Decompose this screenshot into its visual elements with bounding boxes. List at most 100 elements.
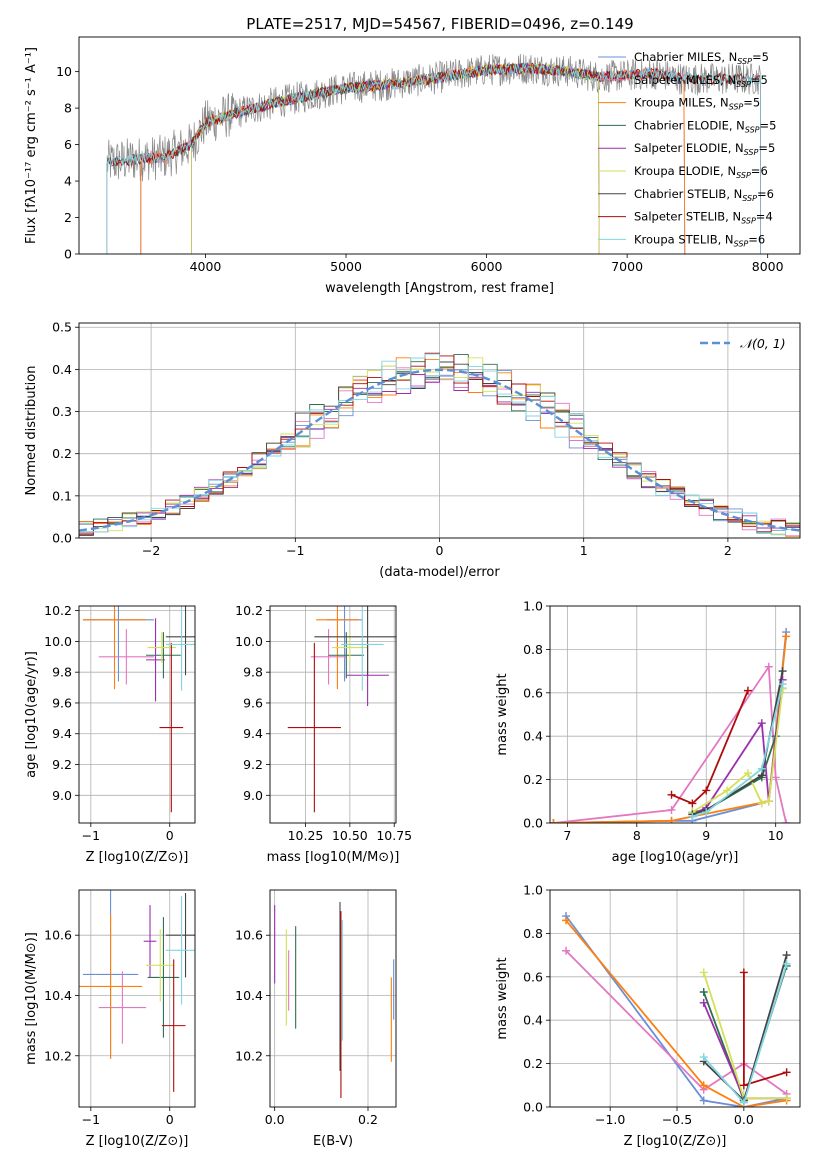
x-tick-label: 9 <box>702 828 710 843</box>
y-tick-label: 0.2 <box>52 446 72 461</box>
spectrum-legend: Chabrier MILES, NSSP=5 Salpeter MILES, NS… <box>598 50 776 248</box>
y-tick-label: 10.0 <box>235 634 263 649</box>
y-tick-label: 9.0 <box>52 788 72 803</box>
x-axis-label: E(B-V) <box>313 1134 353 1149</box>
x-axis-label: Z [log10(Z/Z⊙)] <box>86 850 189 865</box>
weight-marker <box>688 799 697 808</box>
errorbar-point-salpeter-stelib <box>161 959 186 1092</box>
weight-marker <box>782 819 791 823</box>
errorbar-point-kroupa-stelib <box>340 606 384 691</box>
weight-marker <box>743 686 752 695</box>
y-tick-label: 0.6 <box>523 969 543 984</box>
y-tick-label: 10.6 <box>235 928 263 943</box>
y-tick-label: 10.0 <box>44 634 72 649</box>
y-tick-label: 9.2 <box>52 757 72 772</box>
y-tick-label: 9.6 <box>243 695 263 710</box>
y-tick-label: 10.4 <box>44 988 72 1003</box>
weight-marker <box>688 812 697 821</box>
y-tick-label: 1.0 <box>523 883 543 898</box>
weight-marker <box>743 769 752 778</box>
weight-vs-age-marks <box>550 606 800 823</box>
y-tick-label: 9.6 <box>52 695 72 710</box>
weight-line-kroupa-miles <box>565 919 787 1107</box>
errorbar-point-salpeter-stelib <box>159 642 184 813</box>
x-tick-label: 6000 <box>471 259 503 274</box>
weight-marker <box>739 1098 748 1107</box>
x-axis-label: mass [log10(M/M⊙)] <box>267 850 400 865</box>
y-axis-label: Flux [fλ10⁻¹⁷ erg cm⁻² s⁻¹ A⁻¹] <box>24 47 39 244</box>
errorbar-point-kroupa-elodie <box>146 929 175 1002</box>
x-tick-label: 7000 <box>611 259 643 274</box>
weight-marker <box>723 786 732 795</box>
errorbar-point-chabrier-stelib <box>314 606 396 676</box>
x-tick-label: 0 <box>166 828 174 843</box>
x-tick-label: −0.5 <box>662 1112 692 1127</box>
weight-marker <box>702 808 711 817</box>
residual-histogram-kroupa-stelib <box>79 353 800 538</box>
y-tick-label: 6 <box>64 137 72 152</box>
y-tick-label: 0.8 <box>523 926 543 941</box>
weight-marker <box>699 987 708 996</box>
weight-marker <box>699 968 708 977</box>
axes-frame <box>78 605 196 824</box>
y-tick-label: 0.6 <box>523 685 543 700</box>
x-tick-label: 0 <box>436 543 444 558</box>
y-tick-label: 10.6 <box>44 928 72 943</box>
x-tick-label: −1 <box>82 1112 100 1127</box>
weight-marker <box>699 998 708 1007</box>
residuals-marks <box>79 323 800 538</box>
legend-entry: Salpeter STELIB, NSSP=4 <box>634 210 773 226</box>
y-tick-label: 1.0 <box>523 599 543 614</box>
legend-entry: Salpeter MILES, NSSP=5 <box>634 73 768 89</box>
y-tick-label: 0.4 <box>52 362 72 377</box>
x-tick-label: −2 <box>142 543 160 558</box>
axes-frame <box>78 322 801 539</box>
weight-marker <box>778 667 787 676</box>
x-tick-label: 1 <box>580 543 588 558</box>
y-axis-label: mass weight <box>495 957 510 1039</box>
x-tick-label: 0.0 <box>265 1112 285 1127</box>
chart-spectrum: 4000 5000 6000 7000 8000 0 2 4 6 8 10 wavelength [A… <box>24 36 801 296</box>
errorbar-point-kroupa-stelib <box>165 896 195 1005</box>
y-tick-label: 10 <box>56 64 72 79</box>
y-tick-label: 0.5 <box>52 320 72 335</box>
weight-marker <box>757 799 766 808</box>
weight-marker <box>739 968 748 977</box>
errorbar-point-salpeter-miles <box>310 629 347 685</box>
weight-marker <box>702 786 711 795</box>
errorbar-point-chabrier-stelib <box>165 606 195 676</box>
y-axis-label: mass [log10(M/M⊙)] <box>24 932 39 1065</box>
axes-frame <box>549 889 801 1108</box>
y-tick-label: 8 <box>64 101 72 116</box>
weight-line-chabrier-miles <box>565 915 787 1107</box>
x-tick-label: 10 <box>768 828 784 843</box>
weight-marker <box>782 951 791 960</box>
x-axis-label: Z [log10(Z/Z⊙)] <box>624 1134 727 1149</box>
y-tick-label: 10.2 <box>235 1048 263 1063</box>
x-tick-label: 10.25 <box>288 828 324 843</box>
weight-marker <box>778 680 787 689</box>
x-tick-label: 8 <box>633 828 641 843</box>
x-axis-label: age [log10(age/yr)] <box>612 850 739 865</box>
axes-frame <box>269 605 397 824</box>
weight-line-kroupa-elodie <box>691 688 784 813</box>
errorbar-point-salpeter-miles <box>98 971 147 1044</box>
chart-ebv: 0.0 0.2 10.2 10.4 10.6 E(B-V) <box>235 889 397 1149</box>
y-tick-label: 0.2 <box>523 772 543 787</box>
errorbar-point-salpeter-stelib <box>287 642 341 813</box>
age-vs-Z-marks <box>79 606 195 823</box>
y-tick-label: 10.2 <box>44 1048 72 1063</box>
x-tick-label: 7 <box>563 828 571 843</box>
x-axis-label: (data-model)/error <box>379 565 500 580</box>
weight-vs-Z-marks <box>550 890 800 1107</box>
weight-marker <box>782 1068 791 1077</box>
chart-residuals: −2 −1 0 1 2 0.0 0.1 0.2 0.3 0.4 0.5 (data-model)/er… <box>24 320 801 580</box>
errorbar-point-kroupa-miles <box>79 914 143 1059</box>
x-tick-label: −1.0 <box>595 1112 625 1127</box>
chart-mass-vs-Z: −1 0 10.2 10.4 10.6 Z [log10(Z/Z⊙)] mass [log1… <box>24 889 196 1149</box>
y-tick-label: 9.4 <box>52 726 72 741</box>
weight-marker <box>562 916 571 925</box>
age-vs-mass-marks <box>270 606 396 823</box>
